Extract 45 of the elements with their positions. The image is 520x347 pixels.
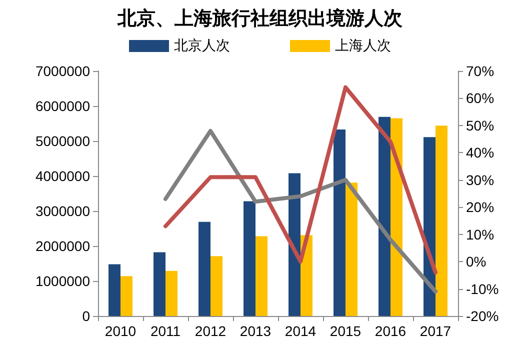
- y-tick-label: 3000000: [35, 203, 90, 219]
- legend-label: 上海人次: [335, 38, 391, 54]
- bar: [108, 264, 120, 316]
- bar: [288, 173, 300, 316]
- y2-tick-label: 10%: [466, 226, 494, 242]
- y-tick-label: 6000000: [35, 98, 90, 114]
- y2-tick-label: 50%: [466, 117, 494, 134]
- x-tick-label: 2013: [240, 323, 272, 339]
- x-tick-label: 2016: [374, 323, 406, 339]
- y2-tick-label: 20%: [466, 199, 494, 216]
- bar: [198, 222, 210, 316]
- x-tick-label: 2011: [150, 323, 181, 339]
- x-tick-label: 2015: [330, 323, 362, 339]
- bar: [334, 129, 346, 316]
- y2-tick-label: -20%: [466, 308, 499, 324]
- y2-tick-label: -10%: [466, 280, 499, 297]
- y2-tick-label: 40%: [466, 144, 494, 161]
- bar: [244, 201, 256, 316]
- legend-label: 北京人次: [174, 38, 230, 54]
- bar: [256, 236, 268, 316]
- y-tick-label: 1000000: [35, 273, 90, 289]
- bar: [390, 118, 402, 316]
- x-tick-label: 2010: [104, 323, 136, 339]
- bar: [436, 126, 448, 316]
- y-tick-label: 2000000: [35, 238, 90, 254]
- bar: [120, 276, 132, 316]
- y-tick-label: 5000000: [35, 133, 90, 149]
- x-tick-label: 2014: [284, 323, 316, 339]
- y-tick-label: 0: [82, 308, 90, 324]
- bar: [166, 270, 178, 316]
- y2-tick-label: 30%: [466, 172, 494, 188]
- y2-tick-label: 0%: [466, 254, 486, 270]
- x-tick-label: 2012: [194, 323, 226, 339]
- line-series: [164, 128, 438, 294]
- y-tick-label: 4000000: [35, 168, 90, 184]
- chart-title: 北京、上海旅行社组织出境游人次: [116, 8, 404, 30]
- y2-tick-label: 60%: [466, 90, 494, 106]
- bar: [378, 116, 390, 316]
- bar: [346, 182, 358, 316]
- bar: [210, 256, 222, 316]
- bar: [154, 252, 166, 316]
- y-tick-label: 7000000: [35, 63, 90, 79]
- line-series: [164, 85, 438, 274]
- y2-tick-label: 70%: [466, 63, 494, 79]
- x-tick-label: 2017: [420, 323, 452, 339]
